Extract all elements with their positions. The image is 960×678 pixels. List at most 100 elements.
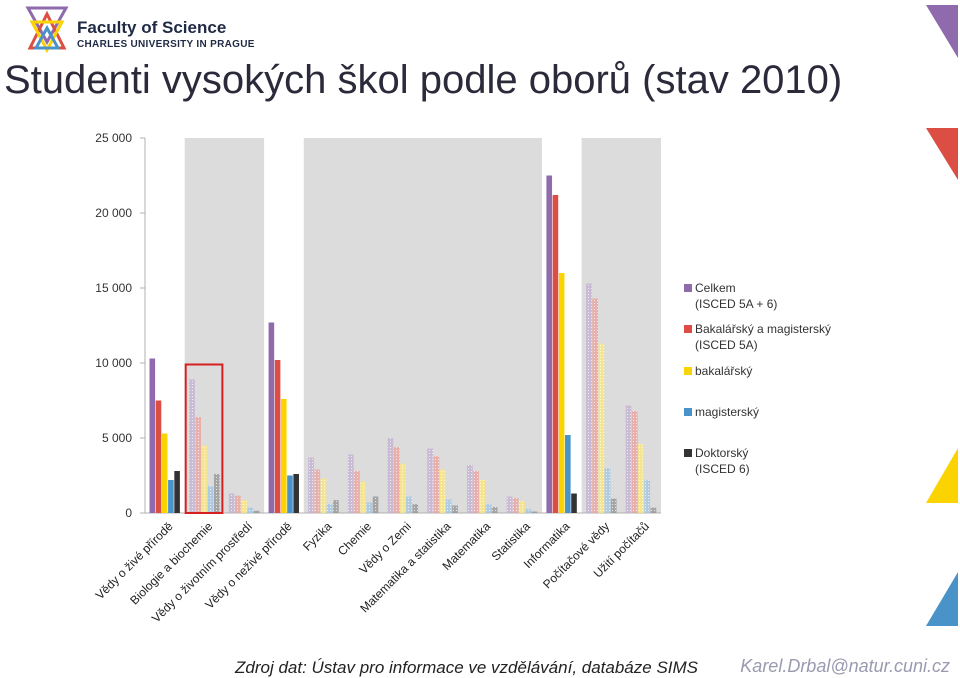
bar-fade-overlay — [406, 496, 412, 513]
bar-fade-overlay — [372, 496, 379, 513]
legend-label: magisterský — [695, 405, 759, 419]
legend-label: (ISCED 5A) — [695, 338, 758, 352]
bar-fade-overlay — [333, 500, 339, 513]
bar-fade-overlay — [247, 507, 254, 513]
bar-fade-overlay — [189, 379, 195, 513]
bar-fade-overlay — [314, 469, 321, 513]
legend-label: Bakalářský a magisterský — [695, 322, 831, 336]
bar-fade-overlay — [632, 411, 638, 513]
y-tick-label: 25 000 — [95, 131, 132, 145]
bar-fade-overlay — [506, 496, 513, 513]
bar-fade-overlay — [644, 480, 651, 513]
bar-fade-overlay — [485, 504, 492, 513]
category-label: Chemie — [335, 519, 374, 558]
bar-fade-overlay — [354, 471, 360, 513]
bar-fade-overlay — [519, 501, 525, 513]
legend-label: Doktorský — [695, 446, 748, 460]
category-label: Fyzika — [300, 519, 335, 554]
bar-fade-overlay — [241, 500, 247, 513]
bar — [558, 273, 565, 513]
bar-fade-overlay — [320, 478, 327, 513]
legend-label: Celkem — [695, 281, 736, 295]
bar-fade-overlay — [393, 447, 400, 513]
legend-swatch — [684, 408, 692, 416]
bar-fade-overlay — [452, 505, 458, 513]
bar-fade-overlay — [598, 343, 605, 513]
y-tick-label: 20 000 — [95, 206, 132, 220]
bar-fade-overlay — [201, 445, 208, 513]
bar-fade-overlay — [610, 498, 617, 513]
legend-label: (ISCED 6) — [695, 462, 750, 476]
legend-label: bakalářský — [695, 364, 752, 378]
bar — [552, 195, 559, 513]
page-title: Studenti vysokých škol podle oborů (stav… — [4, 58, 843, 102]
deco-triangle-blue — [926, 572, 958, 626]
bar-fade-overlay — [427, 448, 433, 513]
bar-fade-overlay — [213, 474, 220, 513]
bar-fade-overlay — [473, 471, 479, 513]
bar — [287, 475, 293, 513]
bar-fade-overlay — [235, 495, 241, 513]
data-source-note: Zdroj dat: Ústav pro informace ve vzdělá… — [235, 658, 699, 677]
bar — [546, 175, 553, 513]
bar-fade-overlay — [479, 480, 486, 513]
bar — [174, 471, 180, 513]
bar-fade-overlay — [326, 504, 333, 513]
faculty-name: Faculty of Science — [77, 18, 227, 37]
bar — [571, 493, 577, 513]
bar-fade-overlay — [308, 457, 314, 513]
bar-fade-overlay — [439, 469, 446, 513]
bar-fade-overlay — [625, 405, 632, 513]
bar-fade-overlay — [491, 507, 498, 513]
bar-fade-overlay — [228, 493, 235, 513]
bar-fade-overlay — [531, 511, 538, 513]
y-tick-label: 10 000 — [95, 356, 132, 370]
legend-swatch — [684, 367, 692, 375]
highlight-box — [184, 363, 224, 514]
bar-fade-overlay — [360, 481, 366, 513]
bar-fade-overlay — [207, 486, 214, 513]
bar-fade-overlay — [604, 468, 611, 513]
bar-fade-overlay — [512, 498, 519, 513]
bar-fade-overlay — [445, 499, 452, 513]
bar-fade-overlay — [525, 509, 531, 513]
bar — [149, 358, 156, 513]
bar — [293, 474, 299, 513]
author-email: Karel.Drbal@natur.cuni.cz — [740, 656, 950, 676]
y-tick-label: 0 — [125, 506, 132, 520]
legend-swatch — [684, 284, 692, 292]
bar-fade-overlay — [366, 502, 373, 513]
bar-fade-overlay — [387, 438, 394, 513]
faculty-logo-icon — [25, 6, 69, 54]
bar-fade-overlay — [253, 510, 260, 513]
bar-fade-overlay — [650, 507, 657, 513]
group-band-1 — [303, 138, 542, 513]
bar — [155, 400, 162, 513]
bar-fade-overlay — [195, 417, 201, 513]
y-tick-label: 5 000 — [102, 431, 132, 445]
bar-fade-overlay — [347, 454, 354, 513]
faculty-logo: Faculty of Science CHARLES UNIVERSITY IN… — [24, 4, 254, 56]
university-name: CHARLES UNIVERSITY IN PRAGUE — [77, 39, 255, 50]
deco-triangle-red — [926, 128, 958, 180]
bar-fade-overlay — [592, 298, 598, 513]
legend-label: (ISCED 5A + 6) — [695, 297, 777, 311]
deco-triangle-yellow — [926, 448, 958, 503]
bar-fade-overlay — [467, 465, 473, 513]
bar — [274, 360, 281, 513]
bar-fade-overlay — [638, 444, 644, 513]
bar — [168, 480, 174, 513]
bar-fade-overlay — [586, 283, 592, 513]
bar-fade-overlay — [433, 456, 440, 513]
bar — [268, 322, 275, 513]
deco-triangle-purple — [926, 5, 958, 58]
bar-fade-overlay — [400, 463, 406, 513]
legend-swatch — [684, 325, 692, 333]
y-tick-label: 15 000 — [95, 281, 132, 295]
bar — [280, 399, 287, 513]
bar — [565, 435, 571, 513]
bar-fade-overlay — [412, 504, 419, 513]
bar — [161, 433, 168, 513]
